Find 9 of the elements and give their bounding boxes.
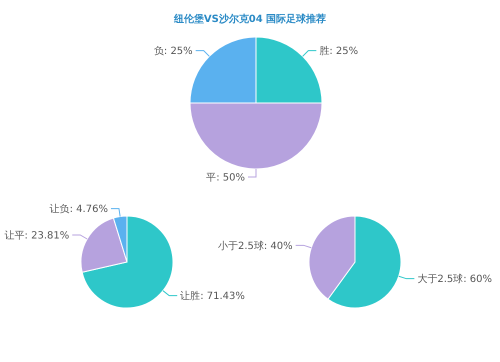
slice-label: 让平: 23.81%	[4, 229, 70, 242]
slice-label: 让胜: 71.43%	[180, 290, 245, 302]
slice-label: 让负: 4.76%	[50, 203, 108, 216]
chart-title: 纽伦堡VS沙尔克04 国际足球推荐	[172, 13, 326, 25]
slice-label: 平: 50%	[206, 172, 245, 184]
slice-label: 大于2.5球: 60%	[417, 273, 492, 286]
slice-label: 负: 25%	[154, 45, 193, 58]
slice-label: 胜: 25%	[319, 45, 358, 58]
slice-label: 小于2.5球: 40%	[218, 240, 293, 252]
